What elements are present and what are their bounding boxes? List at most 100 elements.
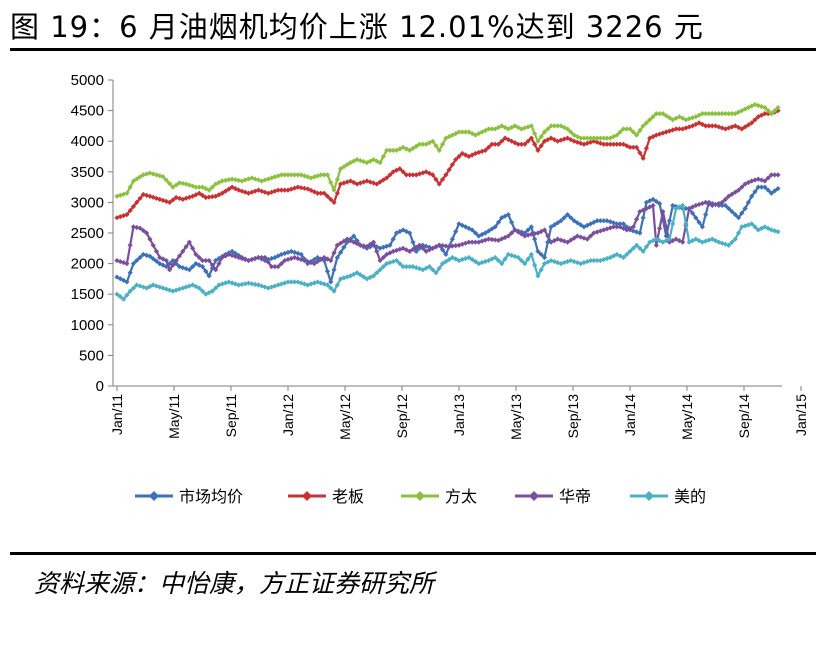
data-point: [232, 177, 238, 183]
data-point: [426, 264, 433, 270]
data-point: [712, 201, 719, 208]
data-point: [341, 238, 347, 244]
series-markers-5: [114, 202, 781, 302]
data-point: [499, 215, 505, 221]
data-point: [347, 178, 354, 184]
data-point: [719, 199, 725, 205]
series-line-4: [116, 173, 778, 271]
data-point: [413, 244, 419, 250]
data-point: [538, 251, 544, 258]
data-point: [617, 141, 623, 147]
data-point: [627, 144, 633, 150]
data-point: [666, 115, 673, 121]
data-point: [324, 193, 331, 199]
data-point: [722, 241, 728, 247]
data-point: [762, 184, 768, 190]
data-point: [528, 231, 534, 237]
data-point: [291, 172, 298, 178]
data-point: [699, 239, 705, 245]
data-point: [462, 129, 469, 135]
data-point: [772, 228, 778, 234]
data-point: [120, 296, 127, 302]
data-point: [167, 181, 173, 187]
data-point: [689, 115, 696, 121]
data-point: [643, 244, 650, 250]
source-rule: [10, 552, 816, 555]
x-tick-label: Jan/11: [109, 394, 125, 435]
data-point: [722, 196, 728, 202]
y-tick-label: 2000: [71, 256, 104, 273]
data-point: [285, 187, 291, 193]
data-point: [532, 141, 538, 147]
data-point: [735, 187, 742, 193]
data-point: [499, 138, 505, 144]
data-point: [541, 129, 548, 135]
data-point: [581, 235, 587, 241]
data-point: [462, 240, 469, 246]
title-rule: [10, 48, 816, 51]
legend-marker: [149, 491, 159, 501]
data-point: [499, 261, 505, 267]
data-point: [495, 237, 502, 243]
data-point: [765, 108, 771, 114]
data-point: [196, 190, 202, 196]
data-point: [305, 258, 311, 265]
legend-marker: [415, 491, 425, 501]
data-point: [653, 242, 659, 248]
series-line-2: [116, 109, 779, 219]
data-point: [676, 126, 682, 132]
data-point: [735, 124, 742, 131]
data-point: [203, 194, 209, 201]
data-point: [742, 124, 748, 130]
data-point: [436, 147, 442, 153]
data-point: [512, 227, 518, 233]
data-point: [462, 255, 469, 262]
data-point: [315, 258, 321, 265]
data-point: [416, 266, 423, 272]
data-point: [535, 230, 541, 236]
data-point: [209, 184, 215, 190]
chart-title: 图 19：6 月油烟机均价上涨 12.01%达到 3226 元: [10, 10, 704, 44]
data-point: [706, 123, 712, 129]
y-tick-label: 2500: [71, 225, 104, 242]
data-point: [469, 227, 475, 233]
data-point: [716, 111, 722, 117]
data-point: [407, 248, 413, 254]
data-point: [301, 185, 308, 191]
data-point: [130, 203, 137, 210]
data-point: [410, 246, 416, 252]
data-point: [568, 215, 574, 221]
data-point: [262, 284, 268, 290]
data-point: [403, 172, 409, 178]
data-point: [640, 215, 646, 221]
data-point: [173, 182, 179, 188]
data-point: [357, 180, 363, 186]
data-point: [732, 212, 738, 218]
data-point: [768, 111, 775, 117]
legend-label: 老板: [332, 488, 364, 506]
x-tick-label: May/13: [508, 394, 524, 440]
data-point: [328, 279, 334, 285]
data-point: [439, 247, 446, 253]
data-point: [193, 184, 199, 190]
data-point: [532, 231, 538, 237]
data-point: [436, 181, 442, 187]
data-point: [568, 237, 574, 243]
data-point: [331, 199, 337, 205]
data-point: [403, 247, 409, 253]
data-point: [308, 259, 314, 266]
data-point: [341, 275, 347, 281]
x-tick-label: Sep/11: [223, 394, 239, 438]
data-point: [762, 111, 768, 117]
data-point: [637, 245, 643, 251]
data-point: [472, 230, 479, 236]
data-point: [663, 129, 669, 135]
data-point: [387, 172, 393, 178]
data-point: [495, 141, 502, 147]
data-point: [226, 251, 232, 258]
data-point: [486, 126, 492, 132]
data-point: [456, 129, 462, 135]
data-point: [571, 218, 577, 224]
x-tick-label: May/12: [337, 394, 353, 440]
y-tick-label: 1000: [71, 317, 104, 334]
